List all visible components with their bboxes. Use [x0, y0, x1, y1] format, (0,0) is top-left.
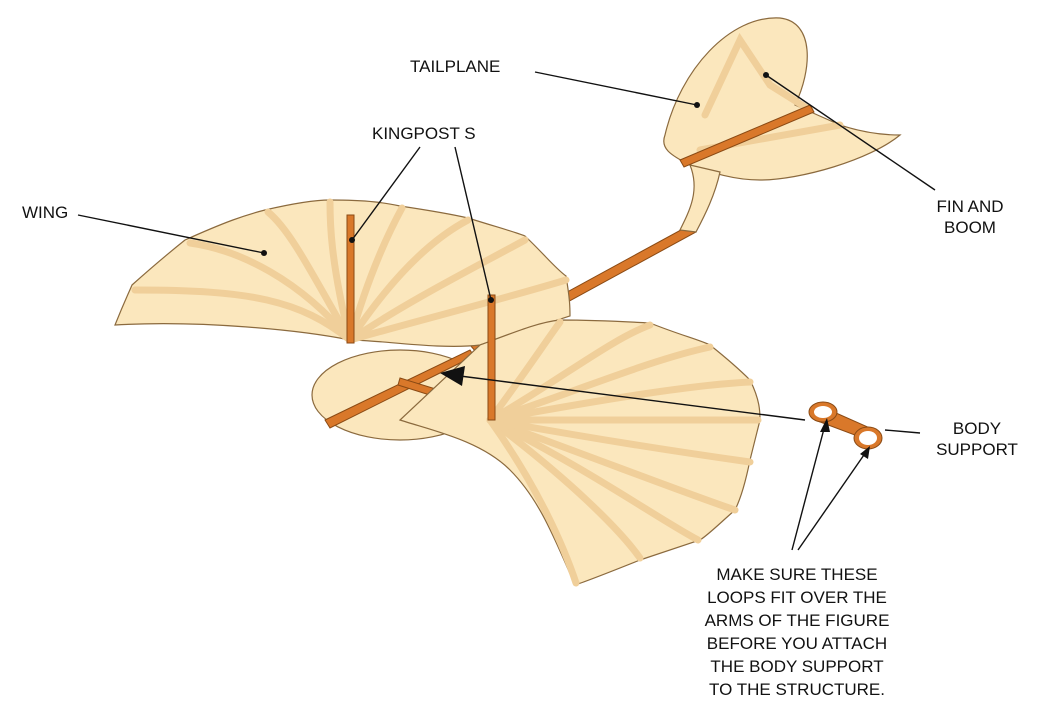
text-line: ARMS OF THE FIGURE: [705, 611, 890, 630]
text-line: BEFORE YOU ATTACH: [707, 634, 887, 653]
text-line: TO THE STRUCTURE.: [709, 680, 885, 699]
label-wing: WING: [22, 203, 68, 222]
shape: [792, 425, 825, 550]
text-line: BODY: [953, 419, 1001, 438]
shape: [349, 237, 355, 243]
text-line: MAKE SURE THESE: [716, 565, 877, 584]
boom-fairing: [680, 165, 720, 232]
label-kingposts: KINGPOST S: [372, 124, 476, 143]
text-line: LOOPS FIT OVER THE: [707, 588, 887, 607]
label-body-support: BODY SUPPORT: [936, 419, 1018, 459]
kingpost-left: [347, 215, 354, 343]
diagram: TAILPLANE KINGPOST S WING FIN AND BOOM BO…: [0, 0, 1037, 704]
shape: [859, 431, 877, 445]
shape: [763, 72, 769, 78]
text-line: THE BODY SUPPORT: [710, 657, 883, 676]
text-line: BOOM: [944, 218, 996, 237]
shape: [261, 250, 267, 256]
kingpost-right: [488, 295, 495, 420]
text-line: FIN AND: [936, 197, 1003, 216]
shape: [694, 102, 700, 108]
glider: [115, 18, 900, 585]
shape: [535, 72, 697, 105]
shape: [885, 430, 920, 433]
shape: [488, 297, 494, 303]
text-line: SUPPORT: [936, 440, 1018, 459]
label-tailplane: TAILPLANE: [410, 57, 500, 76]
shape: [798, 452, 866, 550]
note: MAKE SURE THESE LOOPS FIT OVER THE ARMS OF…: [705, 565, 890, 699]
shape: [814, 406, 832, 418]
label-fin-and-boom: FIN AND BOOM: [936, 197, 1003, 237]
